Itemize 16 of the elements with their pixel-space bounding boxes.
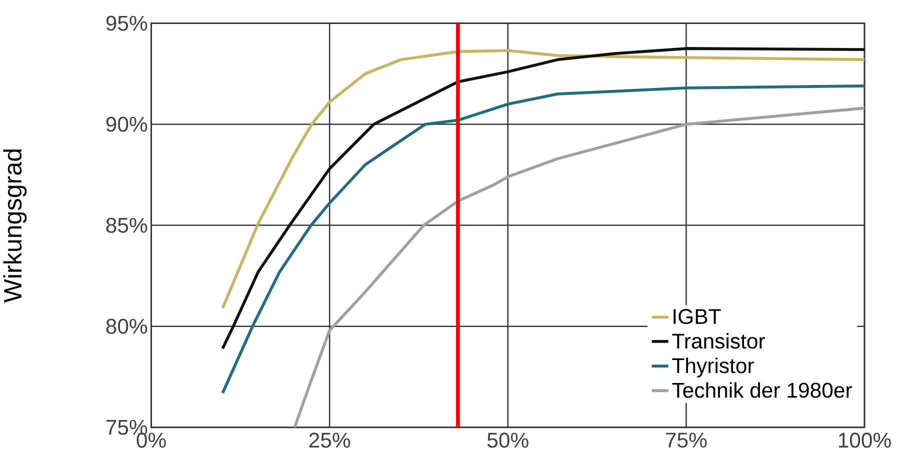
x-tick-label: 100% [838, 432, 891, 448]
y-tick-label: 85% [106, 218, 148, 233]
x-tick-label: 75% [666, 432, 707, 448]
y-axis-title: Wirkungsgrad [3, 150, 27, 303]
x-tick-label: 0% [136, 432, 166, 448]
y-tick-label: 95% [106, 16, 148, 31]
y-tick-label: 90% [106, 116, 148, 132]
x-tick-label: 25% [309, 432, 350, 448]
legend-label: Technik der 1980er [672, 382, 852, 398]
legend-label: Transistor [672, 333, 765, 349]
y-tick-label: 80% [106, 318, 148, 334]
legend-label: IGBT [674, 309, 721, 324]
y-tick-label: 75% [106, 420, 148, 435]
line-series [293, 106, 864, 428]
x-tick-label: 50% [487, 432, 528, 448]
legend-label: Thyristor [672, 358, 754, 378]
